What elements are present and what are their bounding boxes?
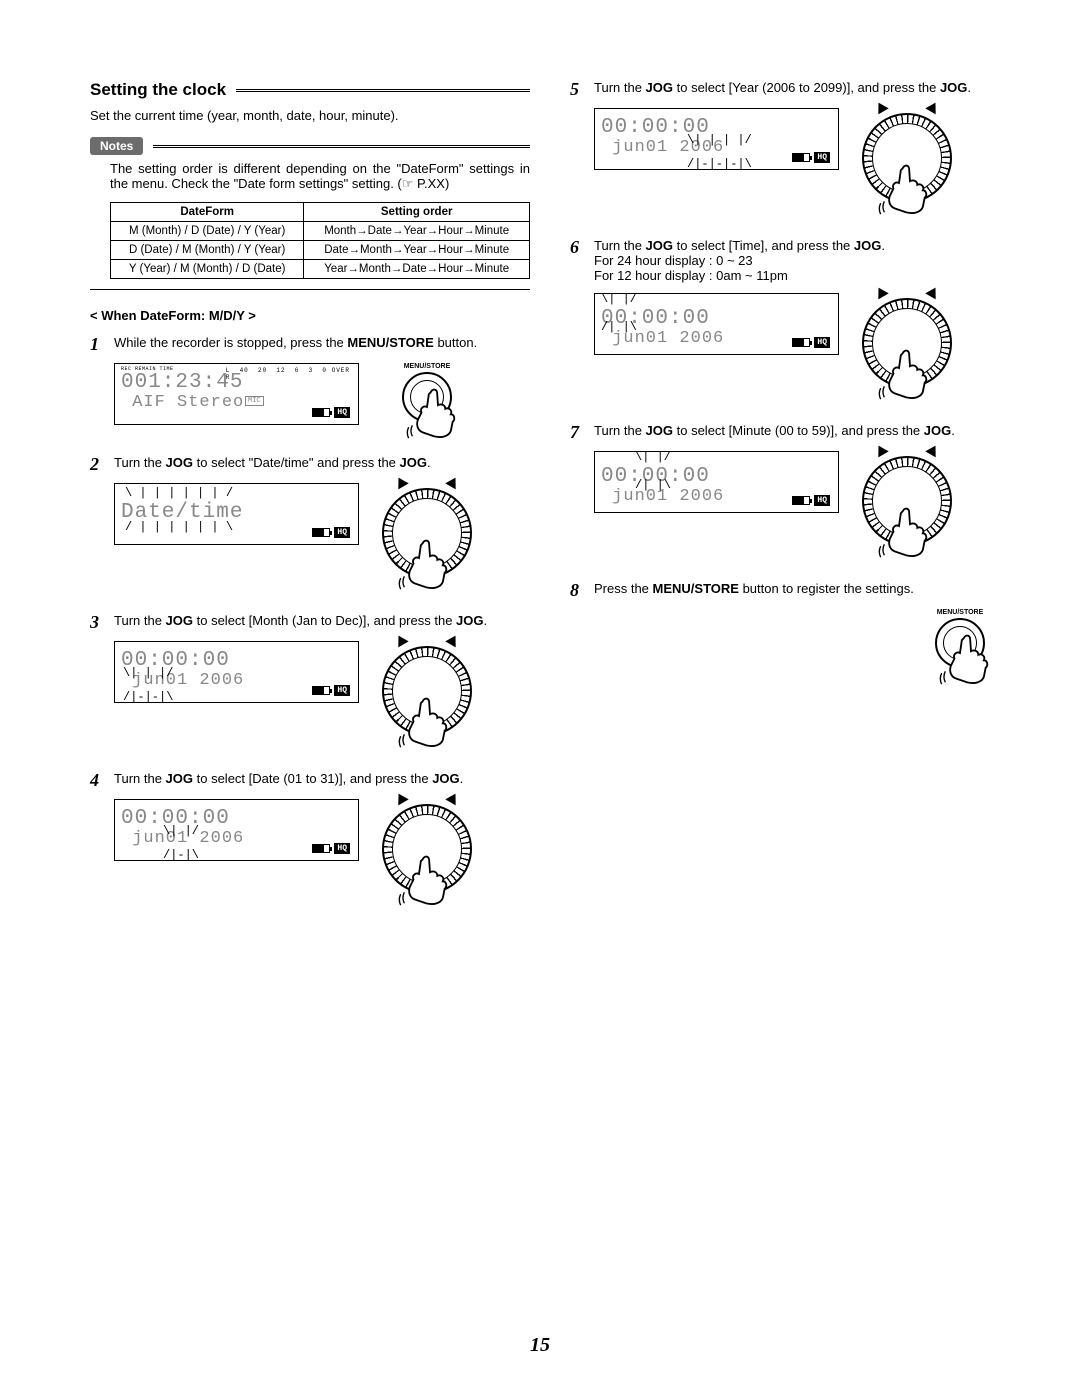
step-8-illustration: MENU/STORE	[570, 609, 1010, 668]
menu-store-button-diagram: MENU/STORE	[377, 363, 477, 422]
hq-icon: HQ	[814, 495, 830, 506]
hand-icon	[938, 631, 993, 686]
jog-dial-diagram	[377, 799, 477, 899]
table-row: D (Date) / M (Month) / Y (Year)Date→Mont…	[111, 241, 530, 260]
lcd-display: 00:00:00 jun01 2006 \| | | |/ /|-|-|-|\ …	[594, 108, 839, 170]
menu-store-button-diagram: MENU/STORE	[910, 609, 1010, 668]
step-text: Turn the JOG to select [Month (Jan to De…	[114, 613, 530, 631]
mic-icon: MIC	[245, 396, 264, 406]
step-4-illustration: 00:00:00 jun01 2006 \| |/ /|-|\ HQ	[114, 799, 530, 899]
step-number: 7	[570, 423, 594, 441]
step-7-illustration: \| |/ 00:00:00 /| |\ jun01 2006 HQ	[594, 451, 1010, 551]
battery-icon	[792, 496, 810, 505]
left-column: Setting the clock Set the current time (…	[90, 80, 530, 929]
hand-icon	[877, 504, 932, 559]
step-number: 6	[570, 238, 594, 283]
right-column: 5 Turn the JOG to select [Year (2006 to …	[570, 80, 1010, 929]
hand-icon	[397, 536, 452, 591]
step-number: 8	[570, 581, 594, 599]
lcd-display: 00:00:00 jun01 2006 \| | |/ /|-|-|\ HQ	[114, 641, 359, 703]
notes-header: Notes	[90, 137, 530, 155]
step-text: Turn the JOG to select [Minute (00 to 59…	[594, 423, 1010, 441]
step-8: 8 Press the MENU/STORE button to registe…	[570, 581, 1010, 599]
step-text: Turn the JOG to select [Time], and press…	[594, 238, 1010, 283]
step-text: Turn the JOG to select [Date (01 to 31)]…	[114, 771, 530, 789]
notes-rule	[153, 145, 530, 148]
lcd-display: \| |/ 00:00:00 /| |\ jun01 2006 HQ	[594, 293, 839, 355]
jog-dial-diagram	[857, 108, 957, 208]
step-3: 3 Turn the JOG to select [Month (Jan to …	[90, 613, 530, 631]
step-4: 4 Turn the JOG to select [Date (01 to 31…	[90, 771, 530, 789]
hq-icon: HQ	[814, 337, 830, 348]
jog-dial-diagram	[857, 293, 957, 393]
step-text: Turn the JOG to select "Date/time" and p…	[114, 455, 530, 473]
step-number: 2	[90, 455, 114, 473]
hq-icon: HQ	[334, 527, 350, 538]
page-number: 15	[0, 1334, 1080, 1357]
dateform-table: DateForm Setting order M (Month) / D (Da…	[110, 202, 530, 279]
battery-icon	[312, 528, 330, 537]
section-title: Setting the clock	[90, 80, 530, 100]
intro-text: Set the current time (year, month, date,…	[90, 108, 530, 123]
step-2-illustration: \ | | | | | | / Date/time / | | | | | | …	[114, 483, 530, 583]
jog-dial-diagram	[377, 483, 477, 583]
step-3-illustration: 00:00:00 jun01 2006 \| | |/ /|-|-|\ HQ	[114, 641, 530, 741]
battery-icon	[792, 153, 810, 162]
title-text: Setting the clock	[90, 80, 226, 100]
lcd-display: 00:00:00 jun01 2006 \| |/ /|-|\ HQ	[114, 799, 359, 861]
step-1: 1 While the recorder is stopped, press t…	[90, 335, 530, 353]
table-row: Y (Year) / M (Month) / D (Date)Year→Mont…	[111, 260, 530, 279]
notes-badge: Notes	[90, 137, 143, 155]
step-text: While the recorder is stopped, press the…	[114, 335, 530, 353]
table-header-row: DateForm Setting order	[111, 203, 530, 222]
step-number: 4	[90, 771, 114, 789]
step-5-illustration: 00:00:00 jun01 2006 \| | | |/ /|-|-|-|\ …	[594, 108, 1010, 208]
hq-icon: HQ	[814, 152, 830, 163]
meter-icon: L 40 20 12 6 3 0 OVER R	[226, 367, 350, 381]
step-text: Turn the JOG to select [Year (2006 to 20…	[594, 80, 1010, 98]
table-row: M (Month) / D (Date) / Y (Year)Month→Dat…	[111, 222, 530, 241]
lcd-display: \ | | | | | | / Date/time / | | | | | | …	[114, 483, 359, 545]
jog-dial-diagram	[857, 451, 957, 551]
th-order: Setting order	[304, 203, 530, 222]
step-2: 2 Turn the JOG to select "Date/time" and…	[90, 455, 530, 473]
step-5: 5 Turn the JOG to select [Year (2006 to …	[570, 80, 1010, 98]
th-dateform: DateForm	[111, 203, 304, 222]
battery-icon	[312, 686, 330, 695]
hand-icon	[405, 385, 460, 440]
step-7: 7 Turn the JOG to select [Minute (00 to …	[570, 423, 1010, 441]
step-number: 1	[90, 335, 114, 353]
hq-icon: HQ	[334, 407, 350, 418]
step-number: 3	[90, 613, 114, 631]
step-number: 5	[570, 80, 594, 98]
hq-icon: HQ	[334, 685, 350, 696]
step-6-illustration: \| |/ 00:00:00 /| |\ jun01 2006 HQ	[594, 293, 1010, 393]
hand-icon	[397, 694, 452, 749]
subheading: < When DateForm: M/D/Y >	[90, 308, 530, 323]
lcd-display: \| |/ 00:00:00 /| |\ jun01 2006 HQ	[594, 451, 839, 513]
step-6: 6 Turn the JOG to select [Time], and pre…	[570, 238, 1010, 283]
notes-body: The setting order is different depending…	[90, 161, 530, 192]
hand-icon	[397, 852, 452, 907]
hand-icon	[877, 161, 932, 216]
jog-dial-diagram	[377, 641, 477, 741]
battery-icon	[312, 408, 330, 417]
divider	[90, 289, 530, 290]
hq-icon: HQ	[334, 843, 350, 854]
battery-icon	[792, 338, 810, 347]
title-rule	[236, 89, 530, 92]
step-text: Press the MENU/STORE button to register …	[594, 581, 1010, 599]
lcd-display: REC REMAIN TIME L 40 20 12 6 3 0 OVER R …	[114, 363, 359, 425]
battery-icon	[312, 844, 330, 853]
hand-icon	[877, 346, 932, 401]
step-1-illustration: REC REMAIN TIME L 40 20 12 6 3 0 OVER R …	[114, 363, 530, 425]
